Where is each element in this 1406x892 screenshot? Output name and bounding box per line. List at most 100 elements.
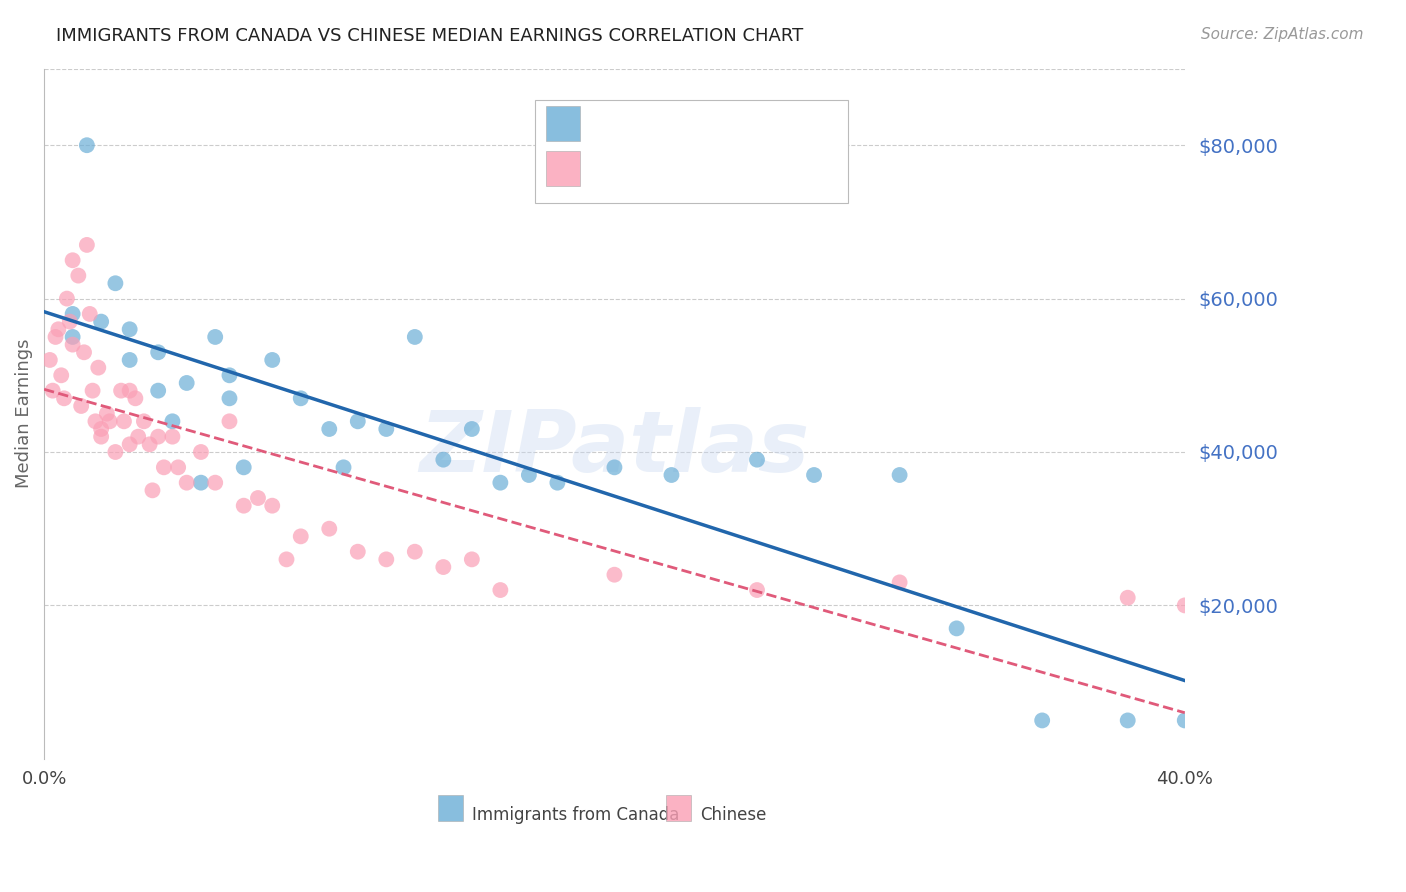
Point bbox=[59, 315, 82, 329]
Point bbox=[98, 414, 121, 428]
Point bbox=[489, 582, 512, 597]
Bar bbox=[437, 795, 463, 821]
Point bbox=[148, 430, 170, 444]
Point bbox=[290, 392, 312, 406]
Y-axis label: Median Earnings: Median Earnings bbox=[15, 339, 32, 489]
Point bbox=[432, 452, 454, 467]
Text: N = 57: N = 57 bbox=[740, 164, 810, 183]
Point bbox=[70, 399, 93, 413]
Text: R = -0.430: R = -0.430 bbox=[592, 119, 709, 138]
Point bbox=[82, 384, 104, 398]
Point bbox=[318, 422, 340, 436]
Point bbox=[262, 499, 284, 513]
Point bbox=[262, 353, 284, 368]
Point bbox=[889, 468, 911, 483]
Text: N = 37: N = 37 bbox=[740, 119, 810, 138]
Bar bbox=[666, 795, 690, 821]
Point bbox=[90, 430, 112, 444]
Point bbox=[118, 353, 141, 368]
Point bbox=[375, 552, 398, 566]
Point bbox=[162, 414, 184, 428]
Point bbox=[167, 460, 190, 475]
Point bbox=[112, 414, 135, 428]
Point bbox=[53, 392, 76, 406]
Point bbox=[62, 337, 84, 351]
Point bbox=[62, 307, 84, 321]
Point bbox=[176, 475, 198, 490]
Point bbox=[48, 322, 70, 336]
Point bbox=[461, 552, 484, 566]
Point bbox=[90, 315, 112, 329]
Point bbox=[332, 460, 354, 475]
Text: Chinese: Chinese bbox=[700, 805, 766, 823]
Point bbox=[118, 384, 141, 398]
Point bbox=[87, 360, 110, 375]
Text: R =  -0.112: R = -0.112 bbox=[592, 164, 721, 183]
Point bbox=[218, 414, 240, 428]
Point bbox=[218, 392, 240, 406]
Point bbox=[38, 353, 60, 368]
Text: Immigrants from Canada: Immigrants from Canada bbox=[472, 805, 679, 823]
Bar bbox=[546, 106, 581, 141]
Point bbox=[148, 384, 170, 398]
Point bbox=[118, 437, 141, 451]
Point bbox=[1031, 714, 1053, 728]
Point bbox=[176, 376, 198, 390]
Point bbox=[162, 430, 184, 444]
Point bbox=[96, 407, 118, 421]
Point bbox=[62, 330, 84, 344]
Point bbox=[945, 621, 967, 635]
Point bbox=[889, 575, 911, 590]
Point bbox=[346, 414, 368, 428]
Point bbox=[204, 475, 226, 490]
Point bbox=[517, 468, 540, 483]
Point bbox=[41, 384, 63, 398]
Point bbox=[104, 445, 127, 459]
FancyBboxPatch shape bbox=[534, 100, 848, 203]
Point bbox=[346, 544, 368, 558]
Text: ZIPatlas: ZIPatlas bbox=[419, 407, 810, 490]
Point bbox=[190, 475, 212, 490]
Bar bbox=[546, 152, 581, 186]
Point bbox=[318, 522, 340, 536]
Point bbox=[290, 529, 312, 543]
Point bbox=[104, 277, 127, 291]
Point bbox=[404, 330, 426, 344]
Point bbox=[375, 422, 398, 436]
Point bbox=[603, 567, 626, 582]
Point bbox=[132, 414, 155, 428]
Point bbox=[745, 582, 768, 597]
Point bbox=[246, 491, 269, 505]
Text: Source: ZipAtlas.com: Source: ZipAtlas.com bbox=[1201, 27, 1364, 42]
Point bbox=[232, 499, 254, 513]
Point bbox=[67, 268, 90, 283]
Point bbox=[124, 392, 146, 406]
Point bbox=[138, 437, 160, 451]
Point bbox=[51, 368, 73, 383]
Point bbox=[1116, 714, 1139, 728]
Point bbox=[1174, 714, 1197, 728]
Point bbox=[141, 483, 163, 498]
Point bbox=[190, 445, 212, 459]
Point bbox=[90, 422, 112, 436]
Point bbox=[204, 330, 226, 344]
Point bbox=[745, 452, 768, 467]
Point bbox=[153, 460, 176, 475]
Point bbox=[232, 460, 254, 475]
Point bbox=[489, 475, 512, 490]
Point bbox=[56, 292, 79, 306]
Point bbox=[218, 368, 240, 383]
Point bbox=[76, 238, 98, 252]
Point bbox=[127, 430, 149, 444]
Point bbox=[461, 422, 484, 436]
Point bbox=[803, 468, 825, 483]
Point bbox=[603, 460, 626, 475]
Point bbox=[76, 138, 98, 153]
Point bbox=[110, 384, 132, 398]
Point bbox=[661, 468, 683, 483]
Point bbox=[1116, 591, 1139, 605]
Point bbox=[546, 475, 568, 490]
Point bbox=[432, 560, 454, 574]
Point bbox=[118, 322, 141, 336]
Point bbox=[73, 345, 96, 359]
